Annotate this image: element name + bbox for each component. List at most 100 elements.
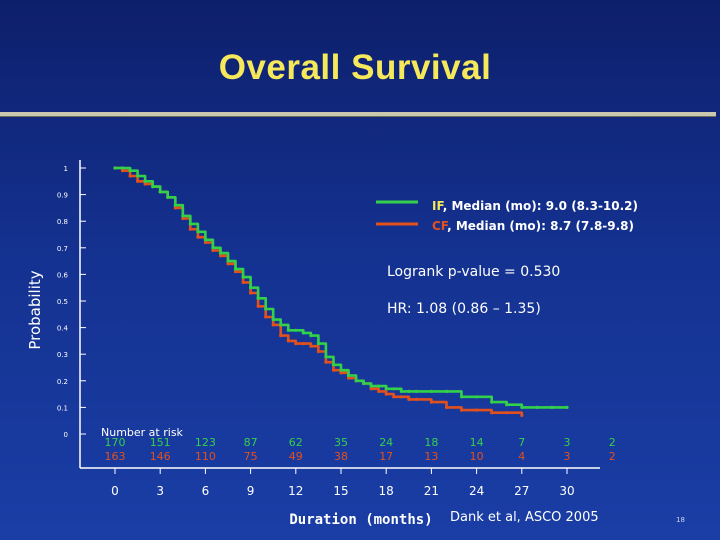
series-point-cf bbox=[203, 240, 207, 245]
slide-title: Overall Survival bbox=[218, 48, 492, 87]
series-point-if bbox=[324, 355, 328, 359]
series-point-cf bbox=[505, 411, 509, 415]
series-point-if bbox=[218, 251, 223, 255]
series-point-if bbox=[211, 246, 215, 250]
series-point-cf bbox=[249, 291, 253, 295]
series-point-if bbox=[384, 387, 388, 391]
legend-name-if: IF bbox=[432, 199, 444, 213]
series-point-cf bbox=[218, 254, 223, 258]
x-tick-label: 27 bbox=[514, 484, 529, 498]
y-tick-label: 0.4 bbox=[57, 325, 69, 333]
y-tick-label: 0.9 bbox=[57, 192, 68, 200]
x-tick-label: 9 bbox=[247, 484, 255, 498]
legend-entry-cf: CF, Median (mo): 8.7 (7.8-9.8) bbox=[432, 219, 634, 233]
series-point-cf bbox=[377, 389, 381, 393]
series-point-if bbox=[301, 331, 305, 335]
series-point-if bbox=[331, 363, 336, 367]
y-tick-label: 0.8 bbox=[57, 218, 68, 226]
hazard-ratio-annotation: HR: 1.08 (0.86 – 1.35) bbox=[387, 301, 541, 317]
series-point-if bbox=[354, 379, 358, 383]
series-point-if bbox=[346, 373, 351, 378]
y-tick-label: 1 bbox=[64, 165, 68, 173]
series-point-cf bbox=[294, 342, 298, 346]
risk-count-if: 24 bbox=[379, 436, 393, 449]
series-point-cf bbox=[490, 411, 494, 415]
x-tick-label: 0 bbox=[111, 484, 119, 498]
y-tick-label: 0.6 bbox=[57, 271, 69, 279]
logrank-annotation: Logrank p-value = 0.530 bbox=[387, 264, 560, 280]
citation: Dank et al, ASCO 2005 bbox=[450, 510, 599, 525]
series-point-cf bbox=[346, 376, 351, 380]
series-point-if bbox=[505, 403, 509, 407]
y-tick-label: 0.7 bbox=[57, 245, 68, 253]
series-point-if bbox=[136, 174, 140, 178]
series-layer bbox=[113, 166, 569, 417]
series-point-cf bbox=[241, 280, 245, 284]
series-point-if bbox=[241, 275, 245, 279]
legend-detail-if: , Median (mo): 9.0 (8.3-10.2) bbox=[443, 199, 638, 213]
series-point-if bbox=[399, 389, 403, 393]
risk-count-if: 151 bbox=[150, 436, 171, 449]
risk-count-cf: 146 bbox=[150, 450, 171, 463]
risk-table-label: Number at risk bbox=[101, 426, 184, 439]
x-tick-label: 21 bbox=[424, 484, 439, 498]
risk-count-cf: 38 bbox=[334, 450, 348, 463]
series-point-if bbox=[143, 179, 147, 183]
series-point-if bbox=[309, 334, 313, 338]
legend-name-cf: CF bbox=[432, 219, 449, 233]
series-point-if bbox=[286, 328, 290, 332]
series-point-if bbox=[550, 405, 554, 409]
legend-detail-cf: , Median (mo): 8.7 (7.8-9.8) bbox=[447, 219, 634, 233]
series-point-if bbox=[279, 323, 283, 327]
series-point-cf bbox=[399, 395, 403, 399]
risk-count-if: 123 bbox=[195, 436, 216, 449]
title-divider bbox=[0, 112, 716, 117]
series-point-if bbox=[369, 384, 373, 388]
series-point-cf bbox=[143, 182, 147, 186]
x-tick-label: 30 bbox=[559, 484, 574, 498]
series-point-if bbox=[113, 166, 117, 170]
series-point-if bbox=[181, 214, 185, 218]
risk-count-cf: 17 bbox=[379, 450, 393, 463]
risk-count-cf: 163 bbox=[105, 450, 126, 463]
series-point-cf bbox=[188, 227, 192, 231]
y-tick-label: 0.3 bbox=[57, 351, 68, 359]
y-tick-label: 0.5 bbox=[57, 298, 68, 306]
series-point-cf bbox=[173, 206, 177, 210]
series-point-cf bbox=[136, 179, 140, 183]
x-axis-title: Duration (months) bbox=[289, 512, 432, 528]
series-point-if bbox=[173, 203, 177, 207]
series-point-if bbox=[271, 318, 275, 322]
series-point-cf bbox=[128, 174, 132, 178]
series-point-if bbox=[158, 190, 162, 194]
series-point-cf bbox=[256, 304, 260, 308]
risk-count-cf: 13 bbox=[424, 450, 438, 463]
series-point-if bbox=[151, 185, 155, 189]
y-tick-label: 0.1 bbox=[57, 404, 68, 412]
series-point-cf bbox=[301, 342, 305, 346]
series-point-cf bbox=[324, 360, 328, 364]
risk-count-cf: 10 bbox=[470, 450, 484, 463]
series-point-cf bbox=[331, 368, 336, 372]
series-point-cf bbox=[181, 216, 185, 221]
series-point-if bbox=[196, 230, 200, 234]
series-point-if bbox=[414, 389, 418, 393]
series-point-cf bbox=[264, 315, 268, 319]
risk-count-cf: 2 bbox=[609, 450, 616, 463]
series-point-cf bbox=[429, 400, 433, 404]
series-point-cf bbox=[444, 405, 449, 409]
series-point-if bbox=[120, 166, 125, 170]
series-line-if bbox=[115, 166, 567, 409]
x-tick-label: 3 bbox=[156, 484, 164, 498]
series-point-if bbox=[459, 395, 464, 399]
series-point-if bbox=[475, 395, 479, 399]
series-point-if bbox=[392, 387, 396, 391]
series-point-if bbox=[166, 195, 170, 199]
risk-count-cf: 110 bbox=[195, 450, 216, 463]
series-point-if bbox=[188, 222, 192, 226]
series-point-cf bbox=[459, 408, 464, 412]
series-point-if bbox=[128, 169, 132, 173]
series-point-cf bbox=[384, 392, 388, 396]
page-number: 18 bbox=[676, 516, 685, 524]
